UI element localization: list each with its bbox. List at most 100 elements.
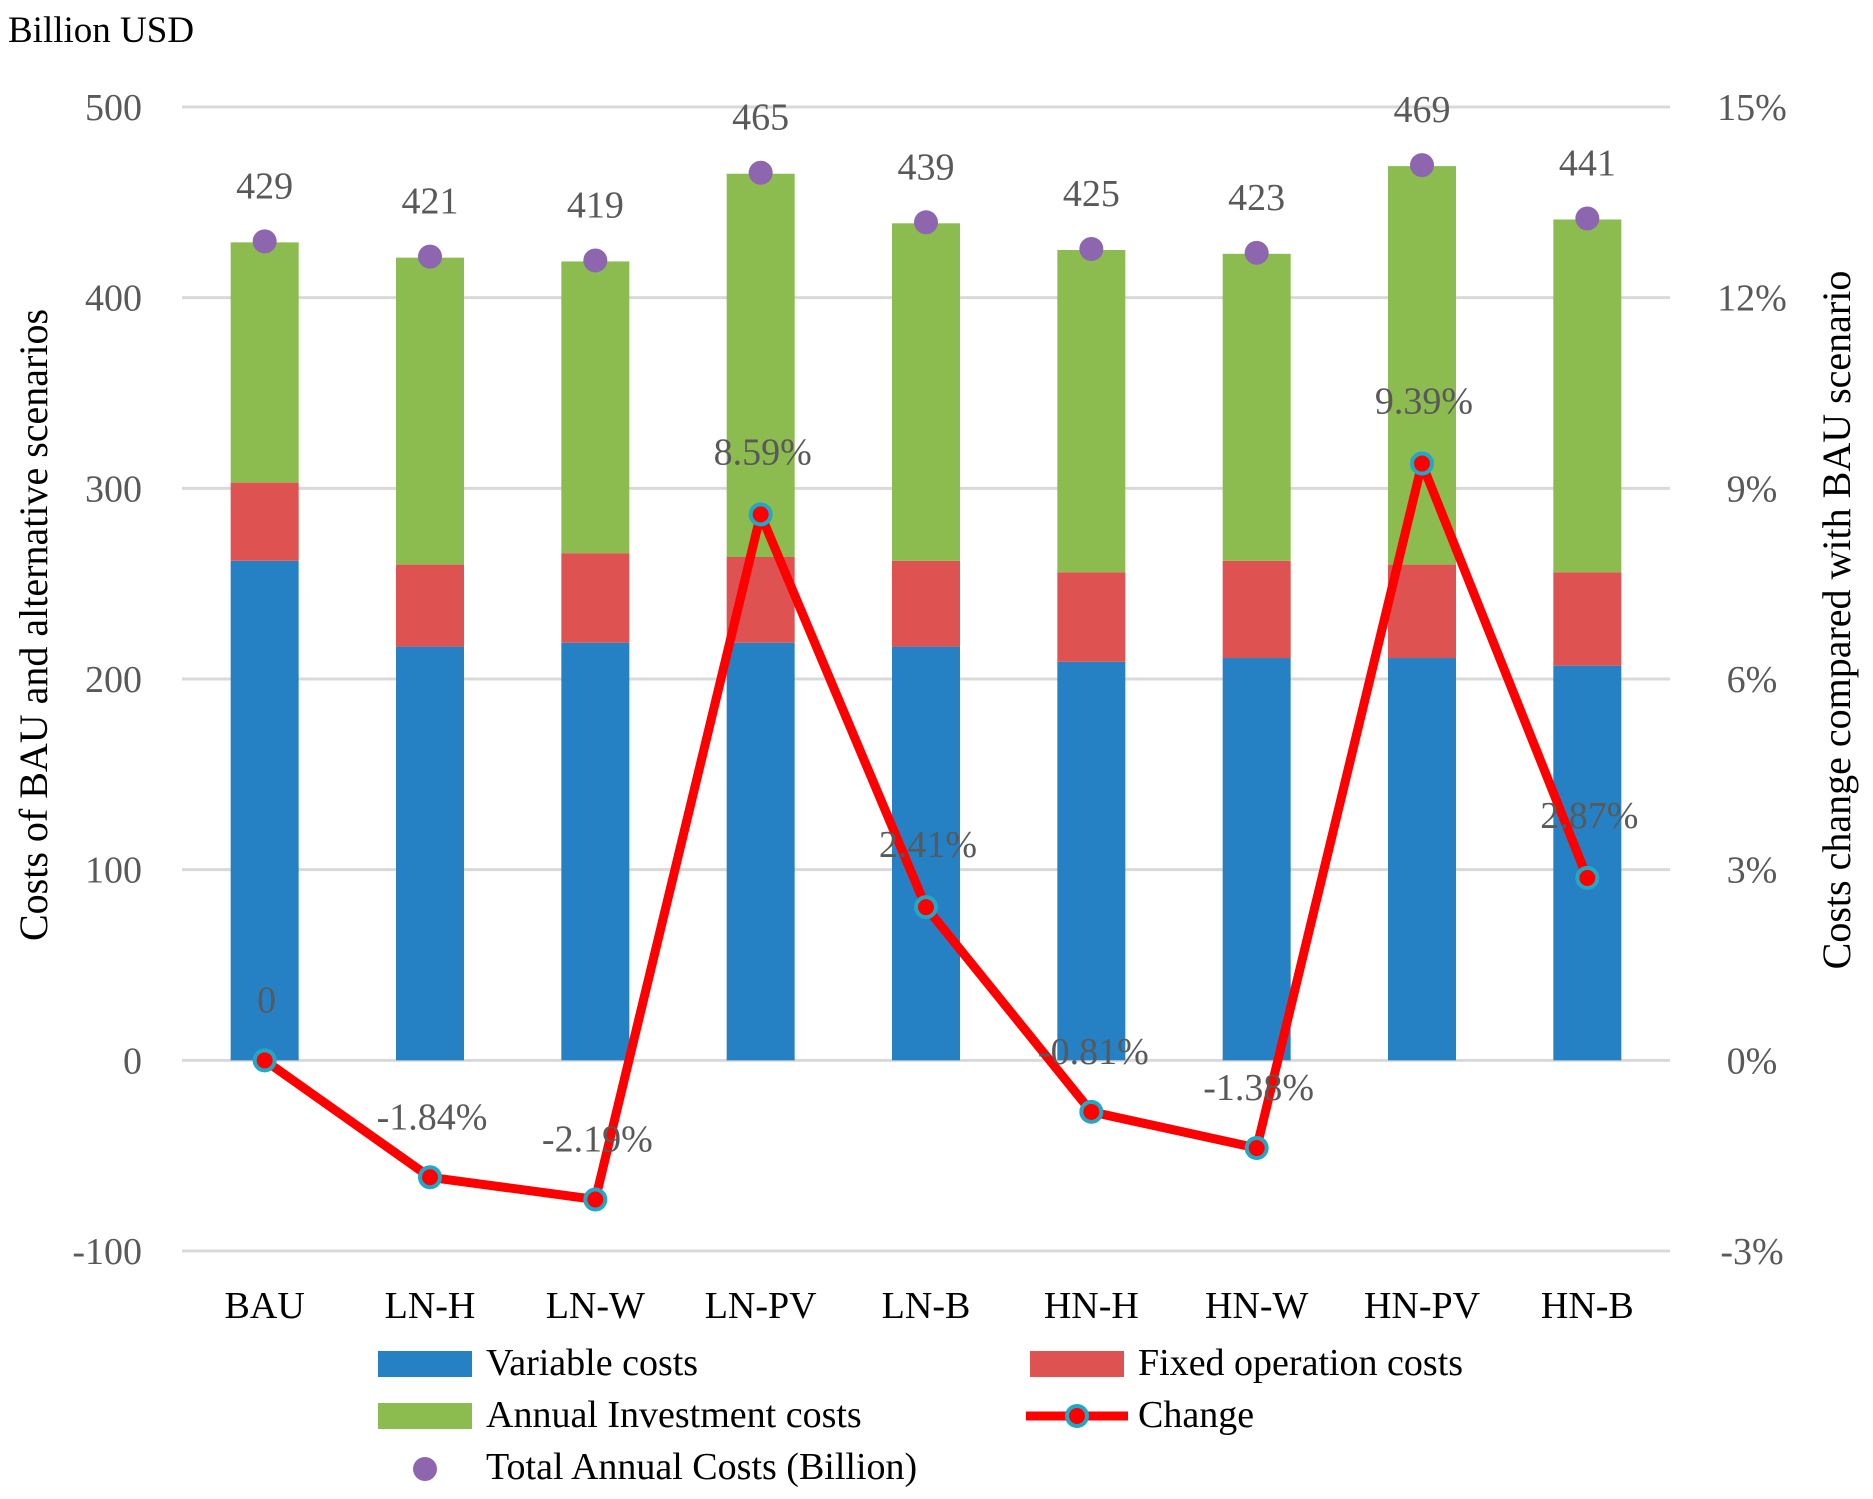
- change-marker: [748, 502, 773, 527]
- legend-label-change: Change: [1138, 1394, 1254, 1436]
- total-label: 423: [1228, 177, 1285, 219]
- legend-swatch-total: [413, 1457, 437, 1481]
- y-right-tick-label: 6%: [1727, 659, 1778, 701]
- bar-segment-investment: [561, 261, 630, 554]
- bar-segment-investment: [1222, 253, 1291, 561]
- x-tick-label: LN-B: [882, 1285, 971, 1327]
- bar-segment-fixed: [892, 560, 960, 647]
- bar-segment-variable: [230, 560, 299, 1061]
- legend-swatch-investment: [378, 1403, 472, 1429]
- x-tick-label: LN-PV: [705, 1285, 817, 1327]
- total-label: 465: [732, 97, 789, 139]
- y-left-tick-label: 200: [85, 659, 142, 701]
- change-label: 0: [257, 979, 276, 1021]
- y-right-tick-label: 0%: [1727, 1040, 1778, 1082]
- change-marker: [1244, 1136, 1269, 1161]
- change-label: -0.81%: [1038, 1031, 1149, 1073]
- axes: 500 400 300 200 100 0 -100 15% 12% 9% 6% 3% 0% -3% BAU…: [72, 87, 1786, 1327]
- y-right-tick-label: 15%: [1717, 87, 1787, 129]
- change-marker: [583, 1187, 608, 1212]
- x-tick-label: HN-B: [1541, 1285, 1634, 1327]
- total-marker: [583, 248, 608, 273]
- total-marker: [1244, 240, 1269, 265]
- bar-segment-investment: [1553, 219, 1622, 573]
- y-left-tick-label: 500: [85, 87, 142, 129]
- change-label: 2.41%: [879, 824, 977, 866]
- legend-swatch-fixed: [1030, 1351, 1124, 1377]
- y-left-tick-label: 300: [85, 468, 142, 510]
- change-label: 2.87%: [1540, 795, 1638, 837]
- y-right-tick-label: 3%: [1727, 850, 1778, 892]
- bar-segment-investment: [230, 242, 299, 483]
- y-right-tick-label: 9%: [1727, 468, 1778, 510]
- legend-label-investment: Annual Investment costs: [486, 1394, 862, 1436]
- bar-segment-variable: [561, 642, 630, 1061]
- x-tick-label: LN-W: [546, 1285, 645, 1327]
- bar-segment-fixed: [1388, 564, 1456, 659]
- total-marker: [1410, 153, 1434, 178]
- total-marker: [418, 244, 442, 269]
- bar-segment-investment: [726, 173, 795, 557]
- bar-segment-variable: [726, 642, 795, 1061]
- total-markers: [252, 153, 1600, 273]
- change-label: -1.38%: [1203, 1067, 1314, 1109]
- y-left-tick-label: 100: [85, 850, 142, 892]
- total-marker: [1079, 237, 1104, 261]
- total-label: 419: [567, 184, 624, 226]
- change-line-series: [252, 451, 1600, 1212]
- stacked-bars: [230, 166, 1622, 1061]
- x-tick-label: LN-H: [385, 1285, 476, 1327]
- total-marker: [252, 229, 277, 254]
- change-marker: [418, 1165, 442, 1190]
- change-label: 8.59%: [714, 431, 812, 473]
- bar-segment-variable: [1057, 661, 1126, 1061]
- legend-swatch-variable: [378, 1351, 472, 1377]
- total-label: 441: [1559, 142, 1616, 184]
- bar-segment-investment: [396, 257, 464, 565]
- bar-segment-variable: [1553, 665, 1622, 1061]
- bar-segment-variable: [1222, 658, 1291, 1061]
- total-label: 429: [236, 165, 293, 207]
- y-right-tick-label: -3%: [1720, 1231, 1783, 1273]
- change-label: -2.19%: [542, 1119, 653, 1161]
- bar-segment-variable: [1388, 658, 1456, 1061]
- total-marker: [914, 210, 938, 235]
- total-label: 469: [1394, 89, 1451, 131]
- x-tick-label: HN-W: [1205, 1285, 1309, 1327]
- bar-segment-investment: [1057, 250, 1126, 573]
- change-marker: [914, 895, 938, 920]
- y-axis-right-title: Costs change compared with BAU scenario: [1814, 271, 1859, 970]
- bar-segment-fixed: [1553, 572, 1622, 666]
- total-label: 439: [898, 146, 955, 188]
- bar-segment-investment: [1388, 166, 1456, 565]
- x-tick-label: HN-PV: [1364, 1285, 1481, 1327]
- bar-segment-fixed: [230, 482, 299, 561]
- bar-segment-fixed: [561, 553, 630, 643]
- change-marker: [252, 1048, 277, 1073]
- bar-segment-fixed: [1222, 560, 1291, 659]
- data-labels: 429 421 419 465 439 425 423 469 441 0 -1.84% -2.19%…: [236, 89, 1638, 1160]
- y-left-tick-label: 400: [85, 278, 142, 320]
- legend-swatch-change-marker: [1065, 1404, 1089, 1428]
- unit-label: Billion USD: [8, 10, 194, 51]
- y-right-tick-label: 12%: [1717, 278, 1787, 320]
- total-marker: [748, 160, 773, 185]
- change-marker: [1079, 1099, 1104, 1124]
- change-label: 9.39%: [1375, 381, 1473, 423]
- y-axis-left-title: Costs of BAU and alternative scenarios: [11, 309, 56, 941]
- x-tick-label: HN-H: [1044, 1285, 1139, 1327]
- change-marker: [1575, 865, 1600, 890]
- change-marker: [1410, 451, 1434, 476]
- bar-segment-variable: [396, 646, 464, 1061]
- change-label: -1.84%: [377, 1096, 488, 1138]
- bar-segment-investment: [892, 223, 960, 561]
- bar-segment-fixed: [396, 564, 464, 647]
- bar-segment-fixed: [1057, 572, 1126, 662]
- total-marker: [1575, 206, 1600, 231]
- total-label: 421: [402, 181, 459, 223]
- legend-label-total: Total Annual Costs (Billion): [486, 1446, 917, 1488]
- legend: Variable costs Fixed operation costs Annua…: [378, 1342, 1463, 1488]
- total-label: 425: [1063, 173, 1120, 215]
